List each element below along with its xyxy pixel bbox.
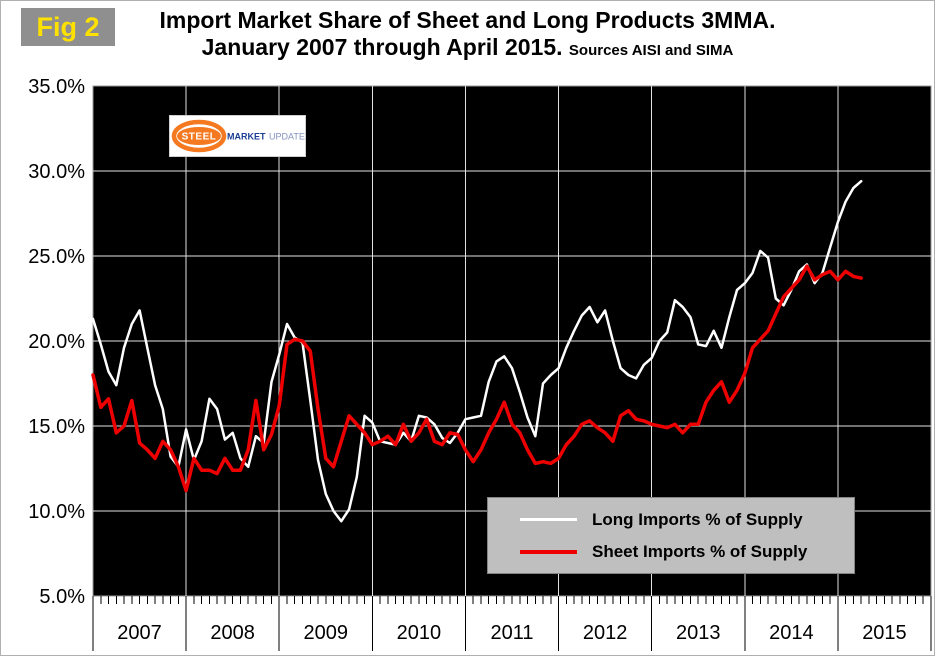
y-tick-label: 20.0%: [28, 331, 85, 353]
x-year-label: 2015: [862, 622, 907, 644]
figure-label: Fig 2: [21, 8, 115, 46]
y-tick-label: 15.0%: [28, 416, 85, 438]
legend-label-sheet-imports: Sheet Imports % of Supply: [592, 541, 808, 561]
x-year-label: 2014: [769, 622, 814, 644]
x-year-label: 2011: [490, 622, 533, 644]
legend: Long Imports % of Supply Sheet Imports %…: [487, 497, 855, 574]
legend-item-sheet-imports: Sheet Imports % of Supply: [520, 542, 854, 562]
sheet-imports-line-sample: [520, 549, 577, 554]
chart-title-sources: Sources AISI and SIMA: [568, 42, 734, 59]
logo-oval: [177, 127, 221, 145]
logo-word-market: MARKET: [227, 132, 266, 142]
y-tick-label: 25.0%: [28, 246, 85, 268]
x-year-label: 2007: [117, 622, 162, 644]
x-year-labels: 2007 2008 2009 2010 2011 2012 2013 2014 2015: [117, 622, 906, 644]
y-tick-label: 5.0%: [39, 586, 85, 608]
x-year-label: 2008: [210, 622, 255, 644]
data-series: [91, 179, 863, 523]
logo-swoosh-ring: [171, 119, 227, 153]
legend-item-long-imports: Long Imports % of Supply: [520, 510, 854, 530]
x-year-label: 2012: [583, 622, 628, 644]
chart-title-line1: Import Market Share of Sheet and Long Pr…: [159, 7, 776, 33]
y-tick-label: 10.0%: [28, 501, 85, 523]
long-imports-line: [91, 179, 863, 523]
chart-title-line2-wrap: January 2007 through April 2015. Sources…: [1, 34, 934, 64]
legend-label-long-imports: Long Imports % of Supply: [592, 509, 803, 529]
chart-title: Import Market Share of Sheet and Long Pr…: [1, 6, 934, 64]
y-tick-label: 35.0%: [28, 76, 85, 98]
x-year-label: 2013: [676, 622, 721, 644]
x-year-label: 2010: [397, 622, 442, 644]
logo-word-steel: STEEL: [182, 132, 217, 143]
logo-word-update: UPDATE: [269, 132, 305, 142]
long-imports-line-sample: [520, 518, 577, 521]
x-year-label: 2009: [304, 622, 349, 644]
steel-market-update-logo: STEEL MARKET UPDATE: [169, 115, 306, 157]
y-tick-label: 30.0%: [28, 161, 85, 183]
x-axis-ticks: [92, 596, 932, 651]
chart-title-line2: January 2007 through April 2015.: [201, 34, 563, 60]
sheet-imports-line: [91, 264, 863, 493]
y-axis-labels: 35.0% 30.0% 25.0% 20.0% 15.0% 10.0% 5.0%: [28, 76, 85, 608]
